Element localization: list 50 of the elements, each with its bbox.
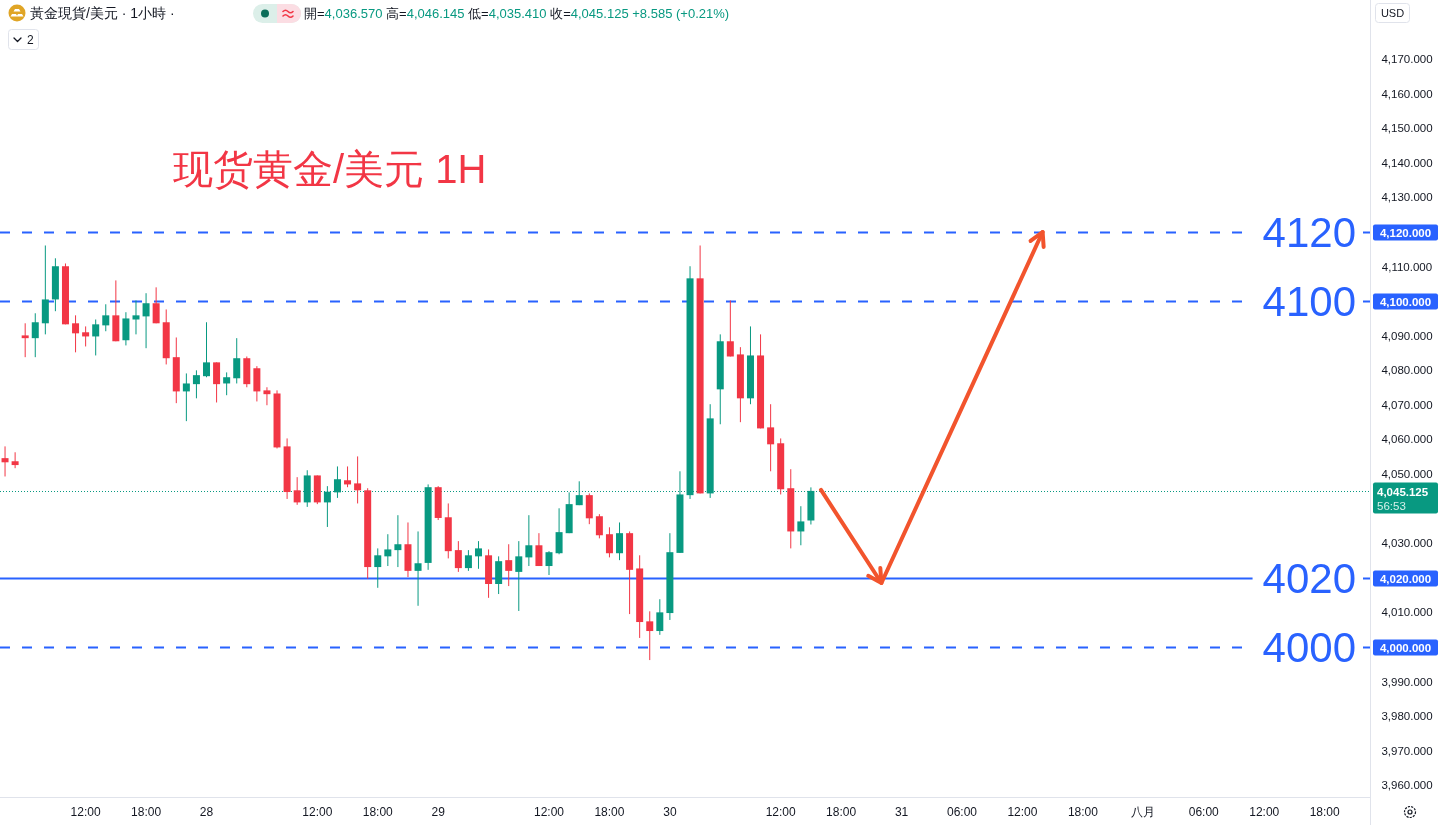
- y-tick-label: 4,020.000: [1379, 572, 1432, 585]
- y-tick-label: 4,120.000: [1379, 226, 1432, 239]
- x-tick-label: 18:00: [362, 805, 394, 819]
- x-tick-label: 06:00: [1188, 805, 1220, 819]
- x-tick-label: 18:00: [594, 805, 625, 819]
- ref-line-label: 4100: [1262, 278, 1356, 325]
- y-tick-label: 4,070.000: [1381, 398, 1433, 411]
- x-tick-label: 12:00: [70, 805, 101, 819]
- y-tick-label: 4,030.000: [1381, 537, 1433, 550]
- y-tick-label: 4,130.000: [1381, 191, 1433, 204]
- y-tick-label: 4,050.000: [1381, 468, 1433, 481]
- annotation: 现货黄金/美元 1H: [173, 147, 487, 191]
- x-tick-label: 31: [894, 805, 909, 819]
- y-axis-title: USD: [1380, 7, 1405, 19]
- y-tick-label: 4,150.000: [1381, 122, 1433, 135]
- y-tick-label: 4,170.000: [1381, 53, 1433, 66]
- y-tick-label: 4,060.000: [1381, 433, 1433, 446]
- y-tick-label: 3,990.000: [1381, 675, 1433, 688]
- text: 開=4,036.570 高=4,046.145 低=4,035.410 收=4,045.125 +8.585 (+0.21%): [304, 5, 730, 21]
- y-tick-label: 3,970.000: [1381, 744, 1433, 757]
- x-tick-label: 12:00: [1007, 805, 1038, 819]
- chart-title: 黃金現貨/美元 · 1小時 ·: [30, 5, 175, 21]
- y-tick-label: 4,140.000: [1381, 156, 1433, 169]
- y-tick-label: 3,960.000: [1381, 779, 1433, 792]
- y-tick-label: 4,080.000: [1381, 364, 1433, 377]
- y-tick-label: 3,980.000: [1381, 710, 1433, 723]
- y-tick-label: 4,090.000: [1381, 329, 1433, 342]
- x-tick-label: 30: [663, 805, 677, 819]
- x-tick-label: 18:00: [131, 805, 162, 819]
- x-tick-label: 18:00: [1309, 805, 1341, 819]
- y-tick-label: 4,160.000: [1381, 87, 1433, 100]
- x-tick-label: 29: [431, 805, 446, 819]
- annotation: 2: [27, 33, 34, 47]
- ref-line-label: 4020: [1262, 555, 1356, 602]
- y-tick-label: 4,010.000: [1381, 606, 1433, 619]
- x-tick-label: 12:00: [765, 805, 797, 819]
- y-tick-label: 4,000.000: [1379, 641, 1432, 654]
- ref-line-label: 4000: [1262, 624, 1356, 671]
- y-tick-label: 4,110.000: [1381, 260, 1433, 273]
- x-tick-label: 06:00: [947, 805, 978, 819]
- x-tick-label: 28: [199, 805, 214, 819]
- x-tick-label: 12:00: [1249, 805, 1280, 819]
- ref-line-label: 4120: [1262, 209, 1356, 256]
- x-tick-label: 12:00: [533, 805, 565, 819]
- y-tick-label: 4,045.125: [1377, 485, 1429, 498]
- y-tick-label: 4,100.000: [1379, 295, 1432, 308]
- x-tick-label: 八月: [1131, 805, 1156, 819]
- x-tick-label: 18:00: [826, 805, 857, 819]
- x-tick-label: 12:00: [302, 805, 333, 819]
- x-tick-label: 18:00: [1067, 805, 1099, 819]
